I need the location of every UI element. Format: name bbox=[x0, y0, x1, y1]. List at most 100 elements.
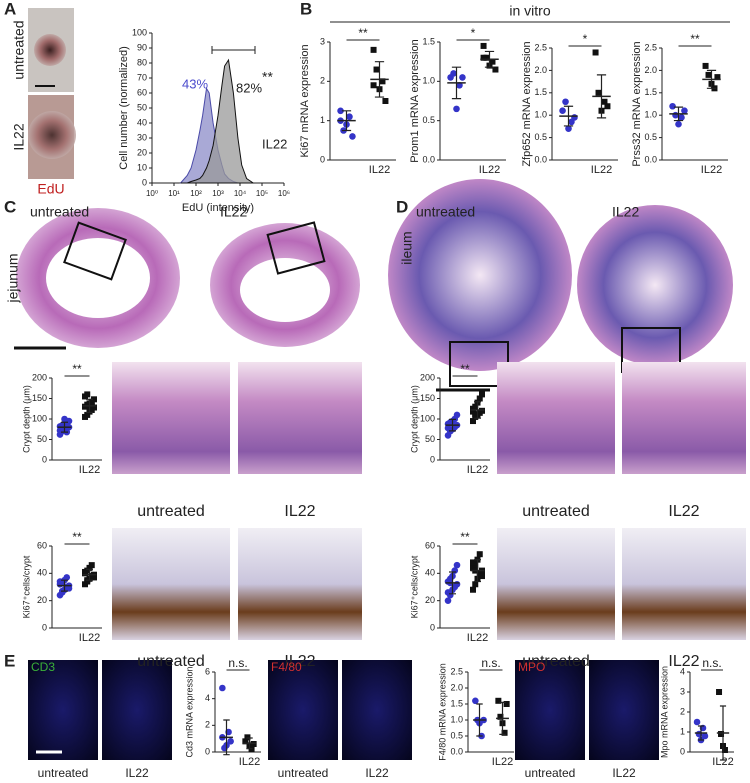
y-tick-label: 40 bbox=[137, 117, 147, 127]
point bbox=[242, 738, 249, 745]
y-tick-label: 1.5 bbox=[534, 87, 547, 97]
error-bar bbox=[61, 421, 68, 433]
x-tick-label: IL22 bbox=[467, 632, 488, 644]
x-tick-label: IL22 bbox=[591, 164, 612, 176]
significance: ** bbox=[460, 362, 470, 376]
label: CD3 bbox=[31, 660, 55, 674]
micrograph bbox=[622, 528, 746, 640]
point bbox=[346, 113, 353, 121]
point bbox=[562, 98, 569, 106]
label: untreated bbox=[522, 653, 590, 670]
annotation: ** bbox=[262, 69, 273, 85]
label: in vitro bbox=[509, 3, 550, 19]
point bbox=[489, 58, 496, 65]
y-axis-label: Ki67⁺cells/crypt bbox=[409, 555, 419, 618]
label: IL22 bbox=[365, 766, 389, 780]
point bbox=[459, 74, 466, 81]
point bbox=[480, 54, 487, 61]
micrograph bbox=[268, 660, 338, 760]
y-tick-label: 0 bbox=[430, 622, 435, 632]
error-bar bbox=[499, 701, 506, 735]
micrograph bbox=[112, 362, 230, 474]
point bbox=[470, 418, 476, 425]
ileum-section bbox=[388, 179, 572, 371]
y-tick-label: 1 bbox=[320, 115, 325, 125]
y-tick-label: 4 bbox=[205, 693, 210, 703]
label: untreated bbox=[137, 503, 205, 520]
micrograph bbox=[238, 362, 362, 474]
significance: ** bbox=[690, 32, 700, 46]
x-tick-label: 10⁵ bbox=[256, 189, 268, 198]
y-tick-label: 0.0 bbox=[644, 154, 657, 164]
point bbox=[472, 581, 479, 588]
point bbox=[716, 689, 723, 695]
point bbox=[349, 133, 356, 140]
y-tick-label: 50 bbox=[425, 434, 435, 444]
label: untreated bbox=[137, 653, 205, 670]
annotation: IL22 bbox=[262, 136, 287, 151]
point bbox=[497, 713, 504, 720]
x-tick-label: IL22 bbox=[712, 756, 733, 768]
point bbox=[382, 98, 389, 104]
label: untreated bbox=[525, 766, 576, 780]
y-tick-label: 4 bbox=[680, 666, 685, 676]
point bbox=[470, 586, 476, 593]
y-tick-label: 0 bbox=[680, 746, 685, 756]
point bbox=[503, 701, 510, 707]
point bbox=[571, 114, 578, 121]
point bbox=[714, 74, 721, 81]
y-tick-label: 0.5 bbox=[450, 730, 463, 740]
micrograph bbox=[342, 660, 412, 760]
point bbox=[681, 107, 688, 115]
point bbox=[370, 46, 377, 53]
y-tick-label: 40 bbox=[425, 568, 435, 578]
y-tick-label: 2.5 bbox=[450, 666, 463, 676]
y-tick-label: 0.5 bbox=[644, 132, 657, 142]
y-tick-label: 150 bbox=[32, 393, 47, 403]
point bbox=[480, 42, 487, 49]
error-bar bbox=[246, 737, 253, 750]
point bbox=[444, 424, 452, 432]
point bbox=[56, 578, 64, 585]
error-bar bbox=[563, 105, 574, 127]
point bbox=[91, 574, 97, 581]
y-tick-label: 0.0 bbox=[450, 746, 463, 756]
x-tick-label: 10⁰ bbox=[146, 189, 158, 198]
point bbox=[565, 125, 572, 132]
y-tick-label: 2.5 bbox=[644, 42, 657, 52]
label: IL22 bbox=[11, 123, 27, 150]
label: IL22 bbox=[284, 503, 315, 520]
significance: n.s. bbox=[228, 656, 247, 670]
point bbox=[472, 403, 479, 410]
error-bar bbox=[474, 559, 481, 583]
y-axis-label: Zfp652 mRNA expression bbox=[521, 41, 533, 166]
x-tick-label: IL22 bbox=[467, 464, 488, 476]
inset-box bbox=[63, 221, 127, 281]
error-bar bbox=[476, 703, 483, 737]
label: untreated bbox=[38, 766, 89, 780]
significance: * bbox=[583, 32, 588, 46]
y-axis-label: Ki67⁺cells/crypt bbox=[21, 555, 31, 618]
point bbox=[370, 82, 377, 89]
point bbox=[501, 729, 508, 736]
point bbox=[248, 746, 255, 753]
error-bar bbox=[341, 110, 352, 132]
x-tick-label: IL22 bbox=[479, 164, 500, 176]
micrograph bbox=[515, 660, 585, 760]
error-bar bbox=[596, 74, 607, 119]
gate bbox=[211, 46, 256, 54]
x-tick-label: 10³ bbox=[212, 189, 224, 198]
y-tick-label: 0 bbox=[142, 177, 147, 187]
significance: ** bbox=[460, 530, 470, 544]
y-tick-label: 1 bbox=[680, 726, 685, 736]
significance: * bbox=[471, 26, 476, 40]
error-bar bbox=[697, 725, 705, 741]
y-tick-label: 0 bbox=[430, 454, 435, 464]
error-bar bbox=[484, 50, 495, 68]
point bbox=[678, 114, 685, 121]
point bbox=[82, 568, 88, 575]
significance: n.s. bbox=[481, 656, 500, 670]
point bbox=[219, 684, 226, 692]
point bbox=[718, 731, 725, 737]
